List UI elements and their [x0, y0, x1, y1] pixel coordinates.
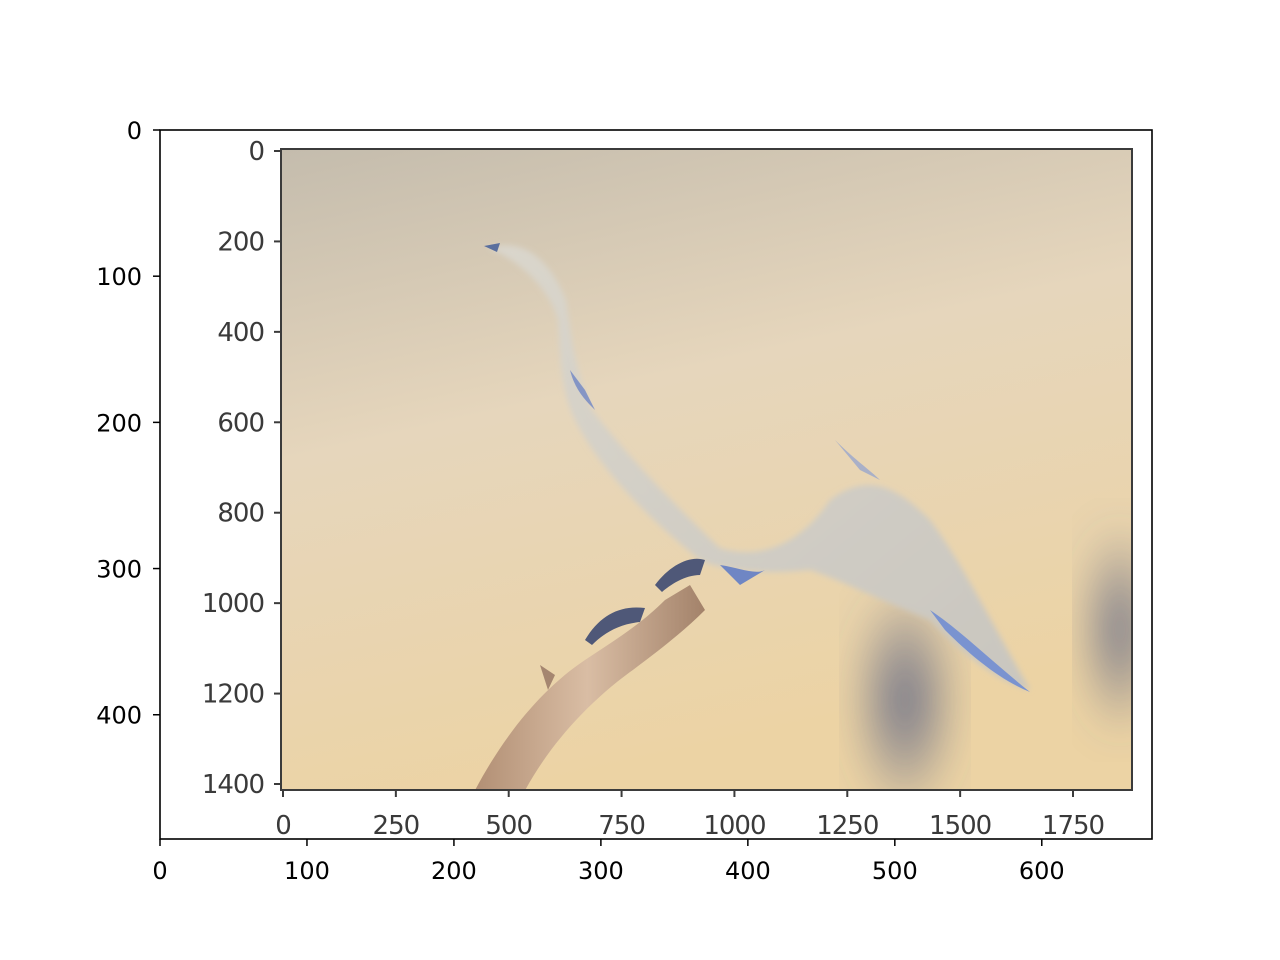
outer-x-tick-label: 300: [578, 857, 624, 885]
outer-y-tick-label: 0: [127, 117, 142, 145]
inner-y-tick-label: 600: [217, 408, 264, 438]
photo-bird-foot-front: [585, 607, 645, 645]
inner-x-tick-label: 500: [485, 811, 532, 841]
outer-x-axis: 0 100 200 300 400 500 600: [152, 839, 1065, 885]
photo-background: [281, 149, 1132, 790]
inner-x-tick-label: 1500: [929, 811, 991, 841]
inner-y-tick-label: 0: [248, 137, 264, 167]
photo-bird-tail: [930, 610, 1030, 692]
outer-y-axis: 0 100 200 300 400: [96, 117, 160, 730]
inner-x-tick-label: 1250: [816, 811, 878, 841]
photo-branch: [475, 585, 705, 790]
inner-y-tick-label: 200: [217, 227, 264, 257]
outer-x-tick-label: 600: [1019, 857, 1065, 885]
inner-y-tick-label: 1000: [202, 589, 264, 619]
photo-bird-beak: [484, 243, 500, 252]
photo-bird-foot-back: [655, 558, 705, 592]
inner-y-tick-label: 1400: [202, 770, 264, 800]
inner-y-tick-label: 1200: [202, 680, 264, 710]
photo-bird-feather: [835, 440, 880, 480]
inner-y-tick-label: 400: [217, 318, 264, 348]
inner-x-tick-label: 0: [275, 811, 291, 841]
photo-shadow-left: [850, 580, 960, 790]
inner-x-tick-label: 750: [598, 811, 645, 841]
outer-y-tick-label: 200: [96, 409, 142, 437]
outer-y-tick-label: 300: [96, 556, 142, 584]
inner-x-tick-label: 1750: [1042, 811, 1104, 841]
outer-x-tick-label: 0: [152, 857, 167, 885]
photo-bird-wing-mark: [570, 370, 595, 410]
photo-bird: [488, 245, 1030, 690]
inner-x-tick-label: 1000: [703, 811, 765, 841]
outer-y-tick-label: 100: [96, 263, 142, 291]
outer-x-tick-label: 400: [725, 857, 771, 885]
outer-x-tick-label: 100: [284, 857, 330, 885]
inner-x-axis: 0 250 500 750 1000 1250 1500 1750: [275, 790, 1105, 841]
outer-x-tick-label: 200: [431, 857, 477, 885]
inner-y-tick-label: 800: [217, 499, 264, 529]
outer-x-tick-label: 500: [872, 857, 918, 885]
photo-branch-twig: [540, 665, 555, 690]
photo-shadow-right: [1080, 520, 1132, 740]
outer-axes-frame: [159, 129, 1153, 840]
photo-bird-claw: [720, 565, 765, 585]
embedded-photo: 0 250 500 750 1000 1250 1500 1750 0 200 400 600 800…: [202, 137, 1133, 841]
outer-y-tick-label: 400: [96, 702, 142, 730]
inner-x-tick-label: 250: [373, 811, 420, 841]
inner-y-axis: 0 200 400 600 800 1000 1200 1400: [202, 137, 281, 800]
inner-axes-frame: [280, 148, 1133, 791]
